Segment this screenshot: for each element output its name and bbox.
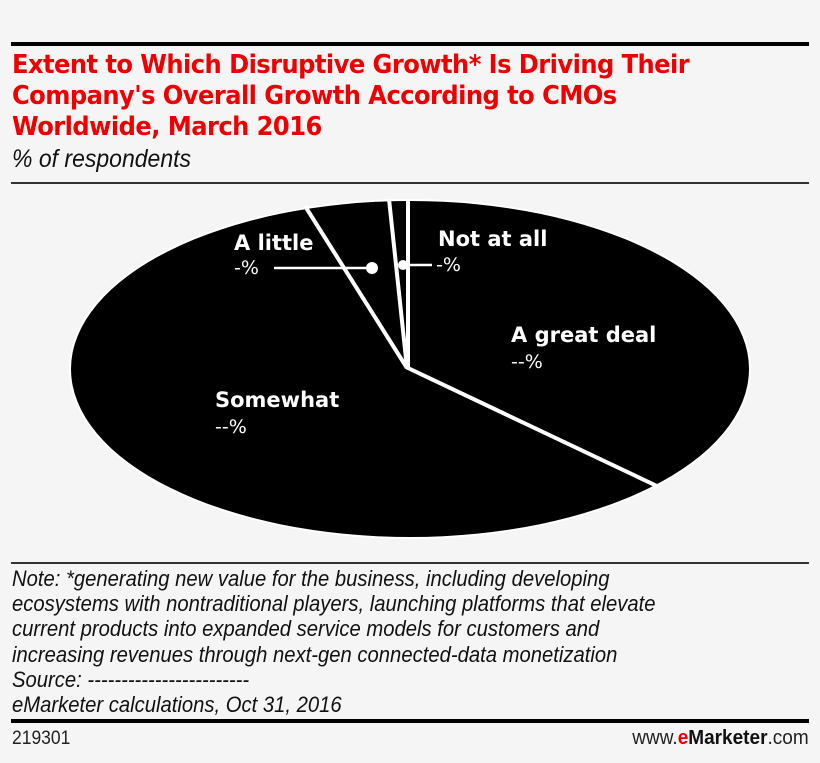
slice-separator-great-deal [406,199,660,489]
label-somewhat: Somewhat [215,388,340,412]
leader-dot-a-little [366,262,378,274]
brand-prefix: www. [632,727,679,749]
notes-block: Note: *generating new value for the busi… [12,566,757,717]
slice-separator-not-at-all [387,198,409,369]
value-a-little: -% [234,257,259,279]
chart-title: Extent to Which Disruptive Growth* Is Dr… [12,50,690,142]
source-detail-line: eMarketer calculations, Oct 31, 2016 [12,692,342,718]
footer-rule [11,719,809,723]
subtitle-rule [11,182,809,184]
note-line: Note: *generating new value for the busi… [12,566,610,591]
value-somewhat: --% [215,416,247,438]
chart-subtitle: % of respondents [12,145,192,173]
brand-name: Marketer [688,727,768,749]
value-not-at-all: -% [436,254,461,276]
label-a-little: A little [234,231,314,255]
brand-suffix: .com [767,727,809,749]
slice-separator-a-little [303,204,409,370]
note-line: ecosystems with nontraditional players, … [12,591,656,617]
label-a-great-deal: A great deal [511,323,657,347]
note-line: increasing revenues through next-gen con… [12,641,618,667]
brand-link[interactable]: www.eMarketer.com [633,727,809,750]
leader-dot-not-at-all [398,260,408,270]
top-rule [11,42,809,46]
brand-e-logo: e [678,727,689,749]
note-line: current products into expanded service m… [12,616,600,642]
label-not-at-all: Not at all [438,227,548,251]
notes-rule [11,562,809,564]
source-line: Source: ------------------------ [12,666,250,692]
value-a-great-deal: --% [511,351,543,373]
chart-id: 219301 [12,728,71,749]
